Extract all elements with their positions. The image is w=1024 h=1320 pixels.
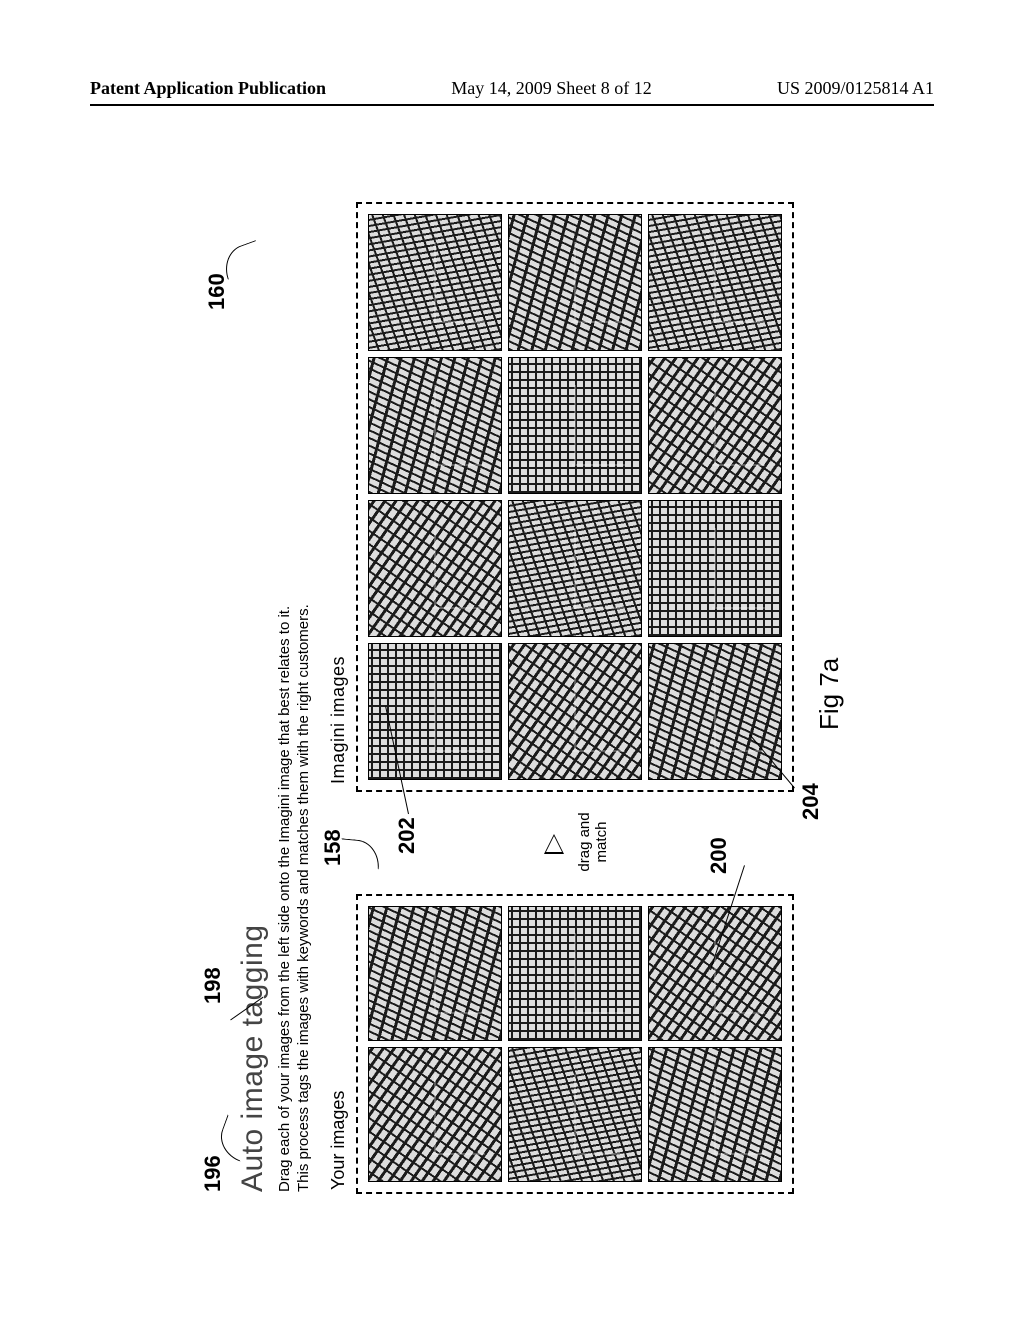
your-image-thumb[interactable] (508, 1047, 642, 1182)
your-image-thumb[interactable] (368, 906, 502, 1041)
arrow-icon (544, 834, 564, 854)
imagini-image-thumb[interactable] (508, 214, 642, 351)
your-images-grid (368, 906, 782, 1182)
your-image-thumb[interactable] (648, 1047, 782, 1182)
page-header: Patent Application Publication May 14, 2… (90, 78, 934, 99)
panel-instructions: Drag each of your images from the left s… (276, 232, 314, 1192)
figure-label: Fig 7a (814, 658, 845, 730)
imagini-image-thumb[interactable] (508, 357, 642, 494)
callout-lead (218, 240, 265, 280)
figure-area: Auto image tagging Drag each of your ima… (150, 170, 870, 1220)
imagini-images-grid (368, 214, 782, 780)
imagini-image-thumb[interactable] (368, 357, 502, 494)
imagini-image-thumb[interactable] (508, 500, 642, 637)
your-image-thumb[interactable] (368, 1047, 502, 1182)
callout-202: 202 (394, 817, 420, 854)
imagini-image-thumb[interactable] (648, 357, 782, 494)
imagini-image-thumb[interactable] (648, 643, 782, 780)
callout-196: 196 (200, 1155, 226, 1192)
instruction-line-2: This process tags the images with keywor… (295, 604, 312, 1192)
callout-204: 204 (798, 783, 824, 820)
rotated-figure: Auto image tagging Drag each of your ima… (150, 170, 870, 1220)
callout-160: 160 (204, 273, 230, 310)
imagini-image-thumb[interactable] (648, 500, 782, 637)
header-left: Patent Application Publication (90, 78, 326, 99)
imagini-image-thumb[interactable] (648, 214, 782, 351)
your-image-thumb[interactable] (508, 906, 642, 1041)
imagini-images-label: Imagini images (328, 656, 349, 784)
imagini-images-panel[interactable] (356, 202, 794, 792)
your-images-label: Your images (328, 1091, 349, 1190)
imagini-image-thumb[interactable] (368, 500, 502, 637)
imagini-image-thumb[interactable] (368, 643, 502, 780)
your-images-panel[interactable] (356, 894, 794, 1194)
imagini-image-thumb[interactable] (368, 214, 502, 351)
your-image-thumb[interactable] (648, 906, 782, 1041)
instruction-line-1: Drag each of your images from the left s… (276, 606, 293, 1192)
drag-and-match-label: drag and match (576, 790, 610, 894)
ui-panel: Auto image tagging Drag each of your ima… (150, 170, 870, 1220)
header-rule (90, 104, 934, 106)
imagini-image-thumb[interactable] (508, 643, 642, 780)
patent-page: Patent Application Publication May 14, 2… (0, 0, 1024, 1320)
header-right: US 2009/0125814 A1 (777, 78, 934, 99)
callout-200: 200 (706, 837, 732, 874)
callout-198: 198 (200, 967, 226, 1004)
header-middle: May 14, 2009 Sheet 8 of 12 (326, 78, 777, 99)
